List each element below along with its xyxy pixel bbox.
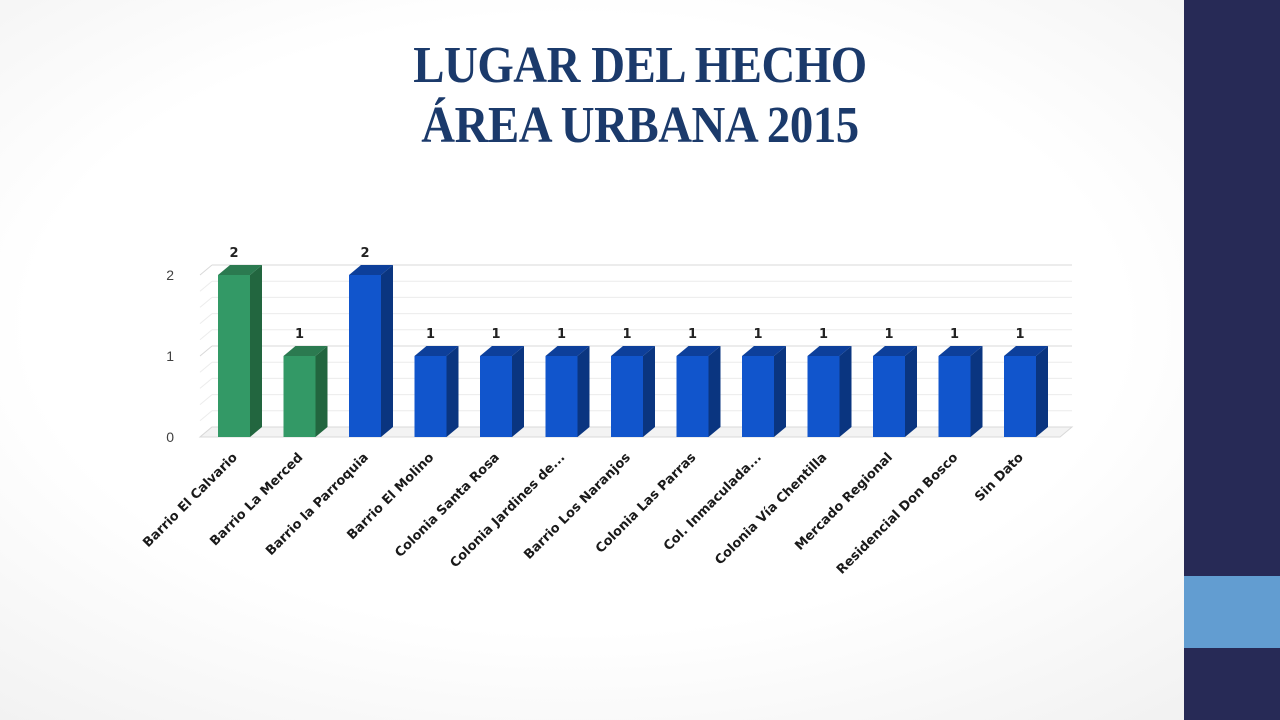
bar-side: [577, 346, 590, 437]
y-tick-label: 2: [166, 267, 174, 283]
data-label: 1: [688, 327, 697, 342]
bar-side: [512, 346, 524, 437]
bar: [218, 275, 250, 437]
gridline-side: [199, 361, 213, 373]
x-tick-label: Colonia Jardines de...: [447, 450, 568, 571]
bar-top: [742, 346, 786, 356]
bar-top: [218, 265, 262, 275]
x-tick-label: Barrio Los Naranjos: [521, 450, 634, 563]
data-label: 1: [753, 327, 762, 342]
data-label: 1: [819, 327, 828, 342]
bar: [414, 356, 447, 437]
bar: [1004, 356, 1036, 437]
data-label: 1: [426, 327, 435, 342]
bar: [742, 356, 774, 437]
bar-side: [315, 346, 328, 437]
bar-side: [1036, 346, 1048, 437]
x-tick-label: Residencial Don Bosco: [834, 450, 961, 577]
bar-top: [545, 346, 590, 356]
data-label: 1: [884, 327, 893, 342]
bar-side: [643, 346, 655, 437]
gridline-side: [199, 280, 213, 292]
bar-top: [283, 346, 328, 356]
bar-side: [250, 265, 262, 437]
bar: [480, 356, 512, 437]
bar: [611, 356, 643, 437]
y-tick-label: 1: [166, 348, 174, 364]
bar: [349, 275, 381, 437]
gridline-side: [199, 329, 213, 341]
y-tick-label: 0: [166, 429, 174, 445]
gridline-side: [199, 313, 213, 324]
bar: [807, 356, 840, 437]
data-label: 2: [229, 246, 238, 261]
bar-top: [611, 346, 655, 356]
data-label: 1: [1015, 327, 1024, 342]
bar-side: [774, 346, 786, 437]
bar-top: [480, 346, 524, 356]
data-label: 1: [622, 327, 631, 342]
bar-side: [381, 265, 393, 437]
gridline-side: [199, 394, 213, 405]
title-line-1: LUGAR DEL HECHO: [413, 37, 867, 94]
bar-side: [905, 346, 917, 437]
bar-top: [414, 346, 459, 356]
bar-side: [839, 346, 852, 437]
gridline-side: [199, 410, 213, 422]
bar: [938, 356, 971, 437]
gridline-side: [199, 297, 213, 308]
bar-top: [873, 346, 917, 356]
bar-top: [938, 346, 983, 356]
gridline-side: [199, 378, 213, 389]
sidebar-accent-block: [1184, 576, 1280, 648]
bar-side: [708, 346, 721, 437]
bar-top: [349, 265, 393, 275]
slide: LUGAR DEL HECHO ÁREA URBANA 2015 0 1 2 2 Bar…: [140, 36, 1074, 578]
bar-top: [1004, 346, 1048, 356]
bar: [676, 356, 709, 437]
data-label: 1: [950, 327, 959, 342]
x-tick-label: Sin Dato: [972, 450, 1027, 505]
gridline-side: [199, 264, 213, 276]
data-label: 1: [295, 327, 304, 342]
chart-title: LUGAR DEL HECHO ÁREA URBANA 2015: [280, 36, 1000, 156]
bar: [873, 356, 905, 437]
title-line-2: ÁREA URBANA 2015: [421, 97, 859, 154]
gridline-side: [199, 345, 213, 357]
bar-top: [807, 346, 852, 356]
bar: [545, 356, 578, 437]
bar-side: [970, 346, 983, 437]
data-label: 1: [557, 327, 566, 342]
data-label: 1: [491, 327, 500, 342]
bar: [283, 356, 316, 437]
x-tick-label: Colonia Vía Chentilla: [712, 450, 830, 568]
data-label: 2: [360, 246, 369, 261]
bar-top: [676, 346, 721, 356]
bar-side: [446, 346, 459, 437]
